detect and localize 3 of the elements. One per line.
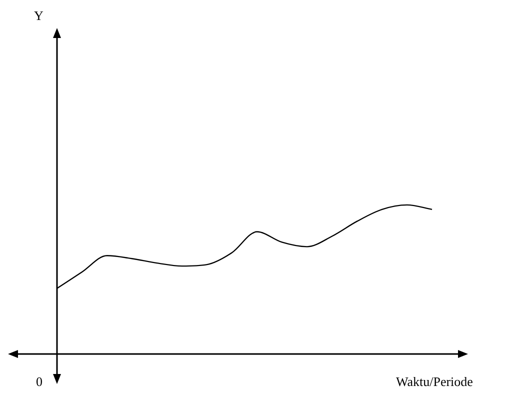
text: 0 — [36, 374, 42, 389]
text: Y — [34, 8, 44, 23]
x-axis-title: Waktu/Periode — [396, 374, 473, 389]
